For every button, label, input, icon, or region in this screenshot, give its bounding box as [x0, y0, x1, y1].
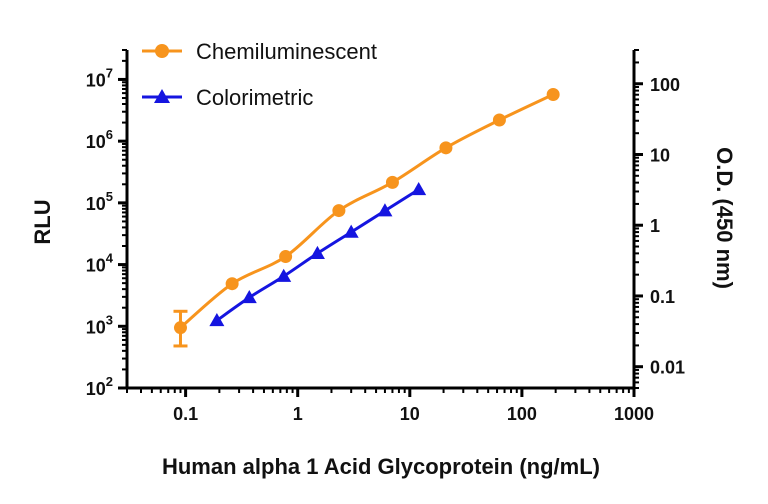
y-tick-label: 102	[86, 374, 113, 399]
legend-item-colorimetric: Colorimetric	[142, 85, 313, 110]
data-point	[332, 204, 346, 218]
data-point	[309, 245, 325, 260]
legend-item-chemiluminescent: Chemiluminescent	[142, 39, 377, 64]
y-tick-label: 103	[86, 312, 113, 337]
data-point	[173, 321, 187, 335]
data-point	[492, 113, 506, 127]
y2-axis-title: O.D. (450 nm)	[712, 147, 737, 289]
y2-tick-label: 0.01	[650, 358, 685, 378]
legend-marker	[155, 44, 169, 58]
y-tick-label: 106	[86, 127, 113, 152]
x-tick-label: 1000	[614, 404, 654, 424]
legend-label: Colorimetric	[196, 85, 313, 110]
legend-marker	[154, 89, 170, 103]
x-tick-label: 100	[507, 404, 537, 424]
data-point	[411, 181, 427, 196]
data-point	[279, 250, 293, 264]
ticks: 0.1 1 10 100 1000 102 103 104 105 106 107 0.01 0.1 1 1…	[86, 49, 685, 424]
y2-tick-label: 1	[650, 216, 660, 236]
y-tick-label: 107	[86, 65, 113, 90]
series	[173, 88, 560, 348]
x-tick-label: 10	[400, 404, 420, 424]
data-point	[241, 290, 257, 304]
x-tick-label: 1	[293, 404, 303, 424]
series-colorimetric	[209, 181, 427, 327]
series-chemiluminescent	[173, 88, 560, 348]
data-point	[225, 277, 239, 291]
y2-tick-label: 10	[650, 145, 670, 165]
legend: Chemiluminescent Colorimetric	[142, 39, 377, 110]
series-line	[179, 93, 554, 329]
y-tick-label: 105	[86, 189, 113, 214]
legend-label: Chemiluminescent	[196, 39, 377, 64]
data-point	[439, 141, 453, 155]
data-point	[377, 203, 393, 217]
y2-tick-label: 0.1	[650, 287, 675, 307]
data-point	[546, 88, 560, 102]
data-point	[209, 312, 225, 327]
y-tick-label: 104	[86, 251, 114, 276]
x-axis-title: Human alpha 1 Acid Glycoprotein (ng/mL)	[162, 454, 600, 479]
data-point	[276, 268, 292, 282]
y-axis-title: RLU	[30, 199, 55, 244]
x-tick-label: 0.1	[173, 404, 198, 424]
y2-tick-label: 100	[650, 75, 680, 95]
data-point	[343, 224, 359, 238]
data-point	[385, 175, 399, 189]
